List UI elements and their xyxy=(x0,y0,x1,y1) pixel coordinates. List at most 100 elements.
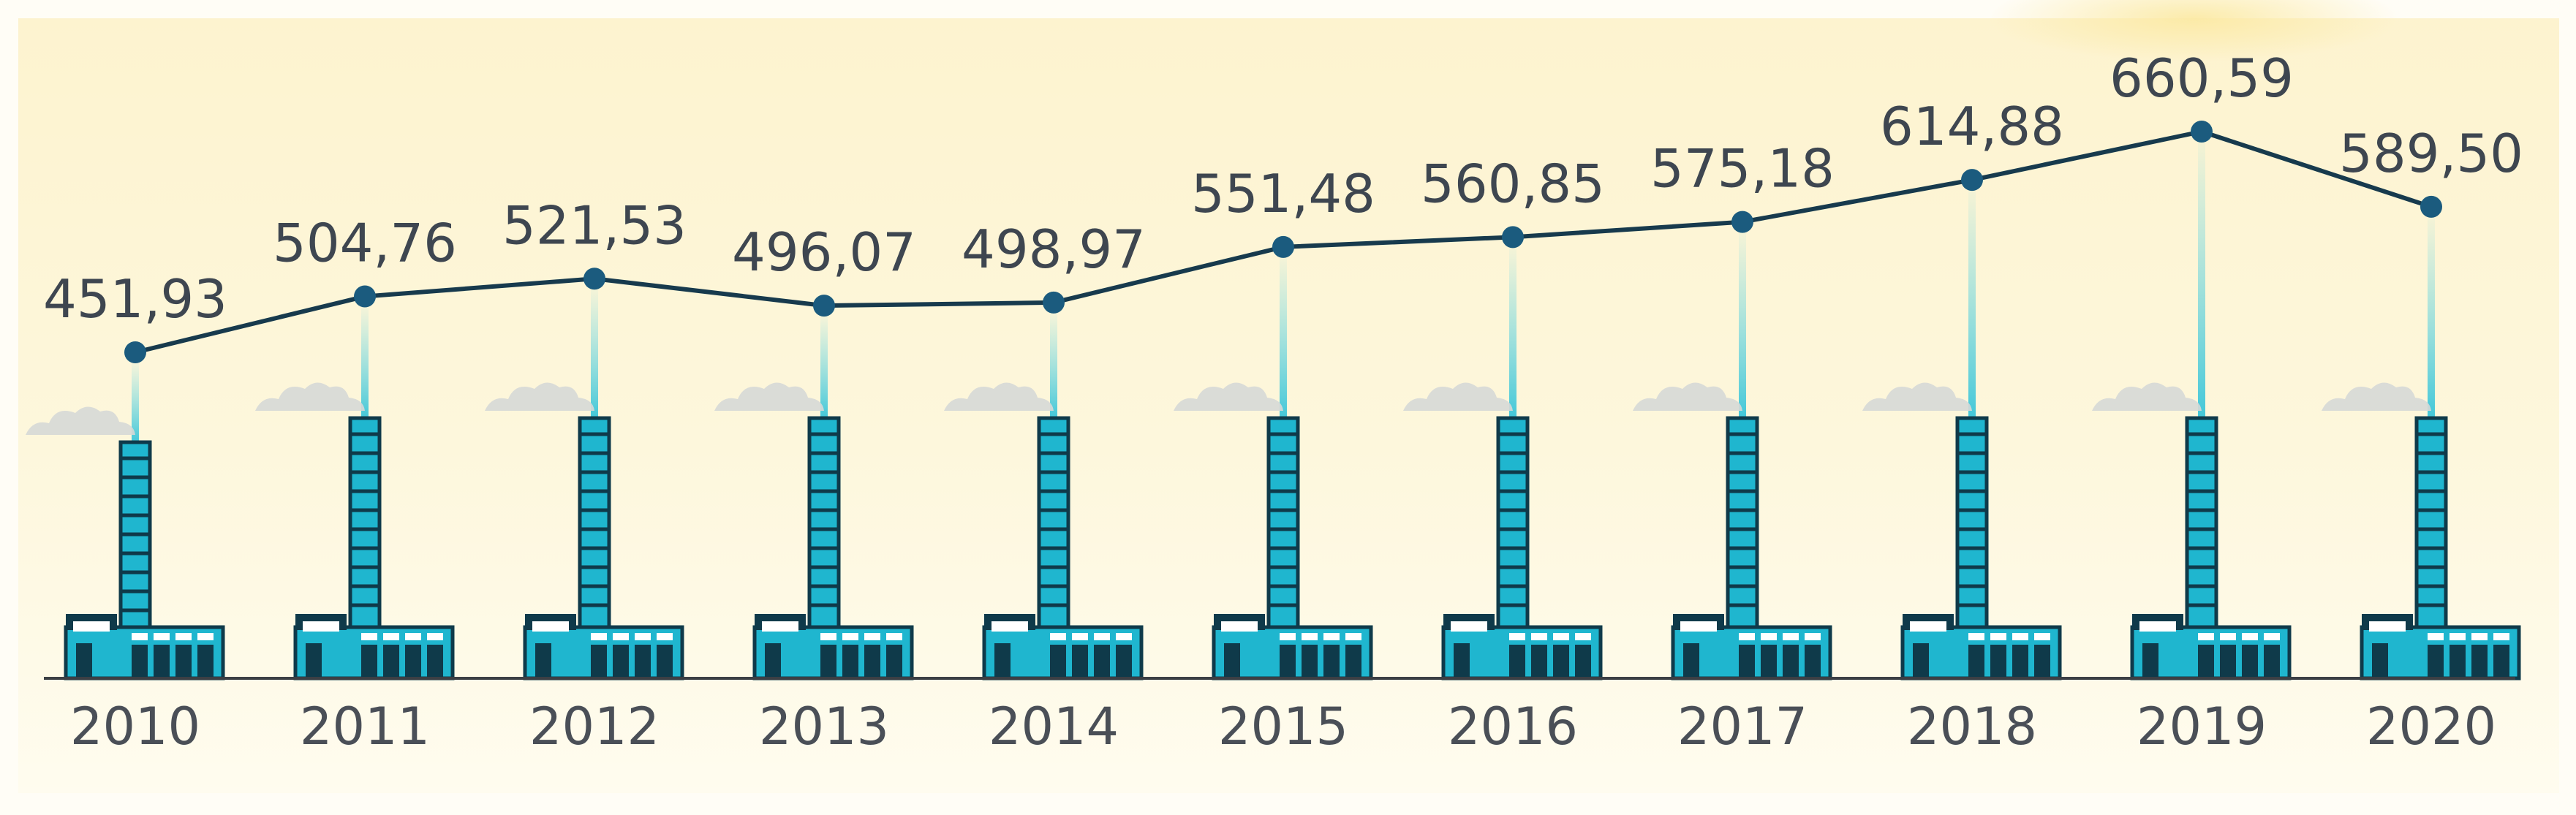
factory-window xyxy=(361,633,377,640)
factory-panel xyxy=(2493,645,2509,677)
factory-panel xyxy=(2034,645,2050,677)
smoke-beam xyxy=(1509,248,1516,418)
data-point xyxy=(124,341,146,363)
smoke-beam xyxy=(1050,313,1057,418)
factory-window xyxy=(2242,633,2258,640)
factory-window xyxy=(154,633,170,640)
smoke-cloud xyxy=(944,382,1054,411)
factory-panel xyxy=(2198,645,2214,677)
factory-panel xyxy=(1302,645,1318,677)
smoke-cloud xyxy=(26,406,135,435)
data-label: 589,50 xyxy=(2339,123,2523,184)
factory-panel xyxy=(842,645,858,677)
factory-door xyxy=(2142,643,2158,677)
x-tick-label: 2019 xyxy=(2137,697,2267,757)
sun-glow xyxy=(1989,0,2398,62)
factory-chimney-icon xyxy=(26,363,225,681)
data-point xyxy=(1731,211,1753,233)
factory-window xyxy=(2450,633,2466,640)
factory-window-strip xyxy=(2139,621,2176,632)
factory-panel xyxy=(1116,645,1132,677)
factory-panel xyxy=(1968,645,1984,677)
factory-panel xyxy=(635,645,651,677)
factory-panel xyxy=(1323,645,1340,677)
factory-window xyxy=(1739,633,1755,640)
factory-window xyxy=(2264,633,2280,640)
smoke-beam xyxy=(1968,191,1976,418)
factory-panel xyxy=(864,645,880,677)
smoke-cloud xyxy=(2322,382,2431,411)
factory-window-strip xyxy=(303,621,339,632)
factory-window xyxy=(820,633,836,640)
factory-panel xyxy=(383,645,399,677)
factory-window xyxy=(1072,633,1088,640)
chimney xyxy=(348,416,382,631)
factory-chimney-icon xyxy=(1633,232,1832,681)
factory-window xyxy=(2471,633,2488,640)
factory-window xyxy=(1990,633,2006,640)
factory-window xyxy=(383,633,399,640)
factory-window xyxy=(1531,633,1547,640)
smoke-cloud xyxy=(1403,382,1513,411)
chimney xyxy=(1955,416,1989,631)
factory-window xyxy=(1094,633,1110,640)
factory-window xyxy=(613,633,629,640)
factory-panel xyxy=(1531,645,1547,677)
factory-layer xyxy=(26,143,2521,681)
factory-window xyxy=(886,633,902,640)
factory-panel xyxy=(1509,645,1525,677)
factory-window xyxy=(2198,633,2214,640)
smoke-beam xyxy=(1280,257,1287,418)
factory-panel xyxy=(2428,645,2444,677)
smoke-beam xyxy=(1739,232,1746,418)
factory-window xyxy=(2034,633,2050,640)
factory-panel xyxy=(886,645,902,677)
factory-window xyxy=(197,633,214,640)
factory-door xyxy=(76,643,92,677)
smoke-cloud xyxy=(1633,382,1742,411)
x-tick-label: 2016 xyxy=(1448,697,1578,757)
smoke-cloud xyxy=(1174,382,1283,411)
factory-window-strip xyxy=(1910,621,1946,632)
x-tick-label: 2010 xyxy=(70,697,200,757)
factory-panel xyxy=(1280,645,1296,677)
factory-window xyxy=(2220,633,2236,640)
smoke-beam xyxy=(132,363,139,442)
factory-panel xyxy=(1575,645,1591,677)
factory-chimney-icon xyxy=(1862,191,2062,681)
factory-panel xyxy=(154,645,170,677)
data-label: 504,76 xyxy=(273,213,457,274)
data-point xyxy=(354,285,376,308)
data-point xyxy=(2191,121,2213,143)
factory-panel xyxy=(1805,645,1821,677)
factory-window xyxy=(1302,633,1318,640)
factory-panel xyxy=(1072,645,1088,677)
factory-window-strip xyxy=(762,621,798,632)
factory-panel xyxy=(657,645,673,677)
factory-panel xyxy=(613,645,629,677)
x-tick-label: 2011 xyxy=(300,697,430,757)
factory-window xyxy=(1116,633,1132,640)
factory-panel xyxy=(2450,645,2466,677)
data-point xyxy=(1272,235,1294,258)
factory-window xyxy=(1553,633,1569,640)
data-point xyxy=(1961,169,1983,192)
factory-door xyxy=(994,643,1011,677)
factory-window-strip xyxy=(992,621,1028,632)
factory-window xyxy=(842,633,858,640)
factory-door xyxy=(2372,643,2388,677)
factory-window xyxy=(1805,633,1821,640)
factory-window xyxy=(657,633,673,640)
data-point xyxy=(583,268,605,290)
smoke-beam xyxy=(591,289,598,418)
factory-window xyxy=(2428,633,2444,640)
factory-window xyxy=(1761,633,1777,640)
smoke-cloud xyxy=(485,382,594,411)
factory-panel xyxy=(427,645,443,677)
factory-window xyxy=(635,633,651,640)
smoke-beam xyxy=(2198,143,2205,418)
factory-chimney-icon xyxy=(1174,257,1373,681)
chimney xyxy=(2414,416,2448,631)
chimney xyxy=(807,416,841,631)
smoke-cloud xyxy=(2092,382,2202,411)
